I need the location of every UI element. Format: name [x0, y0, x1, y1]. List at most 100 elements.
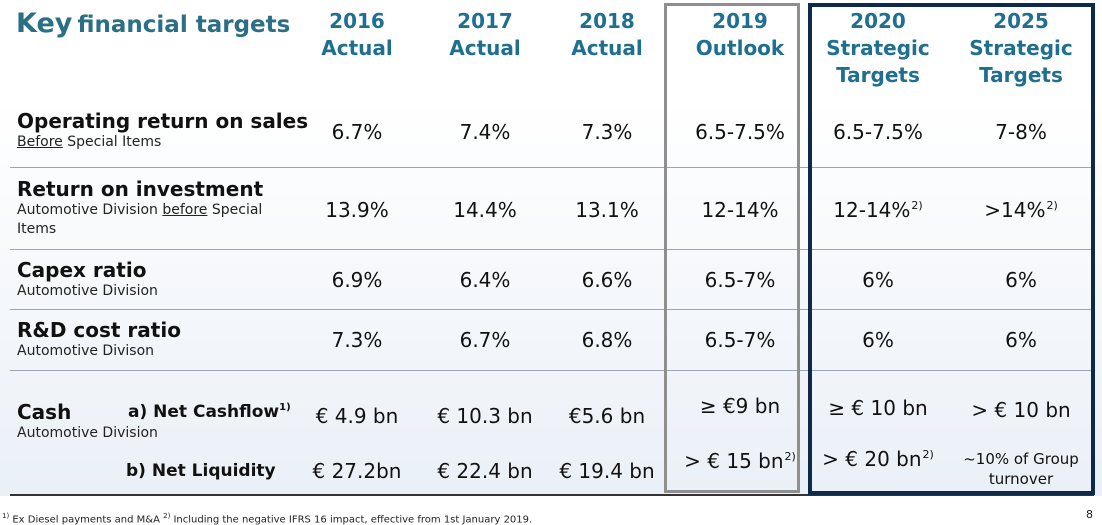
footnote-marker: 2)	[784, 450, 796, 463]
row-divider	[10, 249, 1094, 250]
column-year: 2025	[993, 9, 1049, 33]
column-label: Actual	[571, 36, 643, 60]
row-title: Cash	[17, 400, 72, 424]
table-bottom-border	[10, 494, 1094, 496]
table-cell: 6.5-7%	[704, 268, 776, 292]
row-label-return-on-investment: Return on investment Automotive Division…	[17, 177, 263, 239]
column-header-2020: 2020 Strategic Targets	[813, 8, 943, 89]
table-cell: 7.3%	[581, 120, 633, 144]
row-title: Operating return on sales	[17, 109, 309, 133]
column-label: Strategic	[969, 36, 1073, 60]
subtitle-rest: Special	[207, 202, 263, 218]
table-cell: 12-14%	[701, 198, 779, 222]
table-cell: 6%	[862, 268, 894, 292]
table-cell: €5.6 bn	[568, 404, 646, 428]
table-cell: > € 15 bn2)	[675, 449, 805, 473]
table-cell: ≥ €9 bn	[699, 394, 781, 418]
cell-value: >14%	[984, 198, 1046, 222]
footnote-marker: 2)	[922, 448, 934, 461]
page-number: 8	[1086, 508, 1093, 521]
column-label: Actual	[449, 36, 521, 60]
table-cell: 6.7%	[331, 120, 383, 144]
cell-value: > € 20 bn	[822, 447, 922, 471]
footnote-marker: 1)	[279, 402, 291, 413]
column-header-2016: 2016 Actual	[292, 8, 422, 62]
table-cell: 7.3%	[331, 328, 383, 352]
row-divider	[10, 309, 1094, 310]
column-header-2025: 2025 Strategic Targets	[956, 8, 1086, 89]
row-title: Return on investment	[17, 177, 264, 201]
sublabel-text: a) Net Cashflow	[128, 402, 280, 422]
table-cell: ~10% of Group turnover	[956, 449, 1086, 489]
table-cell: 6%	[1005, 268, 1037, 292]
table-cell: 6.5-7.5%	[695, 120, 785, 144]
table-cell: € 10.3 bn	[437, 404, 533, 428]
column-label: Outlook	[695, 36, 785, 60]
strategic-targets-highlight-box	[808, 3, 1095, 495]
underlined-word: Before	[17, 134, 63, 150]
table-cell: > € 10 bn	[971, 398, 1071, 422]
table-cell: 13.1%	[575, 198, 639, 222]
table-cell: 6.9%	[331, 268, 383, 292]
subtitle-pre: Automotive Division	[17, 202, 163, 218]
table-cell: 6.5-7.5%	[833, 120, 923, 144]
row-subtitle-line2: Items	[17, 221, 57, 237]
column-year: 2018	[579, 9, 635, 33]
table-cell: € 4.9 bn	[315, 404, 399, 428]
table-cell: > € 20 bn2)	[813, 447, 943, 471]
net-cashflow-label: a) Net Cashflow1)	[128, 402, 291, 422]
row-subtitle: Automotive Division before Special	[17, 201, 263, 220]
table-cell: 14.4%	[453, 198, 517, 222]
footnote-text-1: Ex Diesel payments and M&A	[9, 514, 164, 525]
footnote-marker: 1)	[2, 512, 10, 520]
footnote-marker: 2)	[163, 512, 171, 520]
column-header-2018: 2018 Actual	[542, 8, 672, 62]
column-year: 2019	[712, 9, 768, 33]
column-label: Actual	[321, 36, 393, 60]
table-cell: ≥ € 10 bn	[828, 396, 928, 420]
row-subtitle: Automotive Divison	[17, 343, 155, 359]
table-cell: € 27.2bn	[312, 459, 402, 483]
cell-line-2: turnover	[988, 470, 1054, 488]
row-divider	[10, 167, 1094, 168]
table-cell: 12-14%2)	[813, 198, 943, 222]
table-cell: 6%	[1005, 328, 1037, 352]
footnote-marker: 2)	[911, 199, 923, 212]
table-cell: 6.8%	[581, 328, 633, 352]
footnote-text-2: Including the negative IFRS 16 impact, e…	[170, 514, 533, 525]
footnote-marker: 2)	[1046, 199, 1058, 212]
table-cell: >14%2)	[956, 198, 1086, 222]
table-cell: 6.7%	[459, 328, 511, 352]
table-cell: 7-8%	[995, 120, 1047, 144]
column-header-2019: 2019 Outlook	[675, 8, 805, 62]
column-label-2: Targets	[836, 63, 920, 87]
column-label-2: Targets	[979, 63, 1063, 87]
row-divider	[10, 370, 1094, 371]
table-cell: 6.4%	[459, 268, 511, 292]
cell-value: 12-14%	[833, 198, 911, 222]
title-prefix: Key	[16, 8, 73, 39]
row-subtitle: Automotive Division	[17, 425, 158, 441]
table-cell: 6.5-7%	[704, 328, 776, 352]
outlook-highlight-box	[664, 3, 800, 493]
table-background	[0, 100, 1102, 496]
table-cell: 6%	[862, 328, 894, 352]
row-label-cash: Cash Automotive Division	[17, 400, 158, 443]
table-cell: 13.9%	[325, 198, 389, 222]
row-label-operating-return: Operating return on sales Before Special…	[17, 109, 308, 152]
row-title: R&D cost ratio	[17, 318, 181, 342]
column-label: Strategic	[826, 36, 930, 60]
cell-value: > € 15 bn	[684, 449, 784, 473]
table-cell: 7.4%	[459, 120, 511, 144]
subtitle-rest: Special Items	[62, 134, 162, 150]
table-cell: € 22.4 bn	[437, 459, 533, 483]
column-year: 2016	[329, 9, 385, 33]
row-label-rd-cost-ratio: R&D cost ratio Automotive Divison	[17, 318, 181, 361]
row-label-capex-ratio: Capex ratio Automotive Division	[17, 258, 158, 301]
title-rest: financial targets	[77, 12, 291, 38]
column-year: 2020	[850, 9, 906, 33]
underlined-word: before	[162, 202, 208, 218]
column-header-2017: 2017 Actual	[420, 8, 550, 62]
row-title: Capex ratio	[17, 258, 147, 282]
net-liquidity-label: b) Net Liquidity	[126, 461, 276, 481]
